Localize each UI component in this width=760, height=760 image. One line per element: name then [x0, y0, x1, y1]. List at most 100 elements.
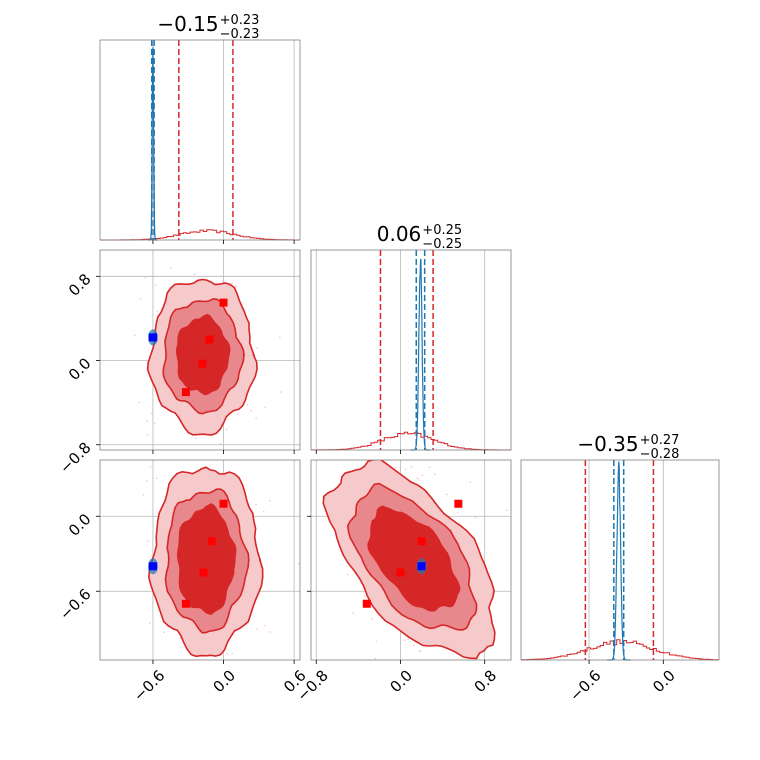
title-minus-3: −0.28 — [640, 447, 680, 462]
scatter-point — [255, 417, 257, 420]
scatter-point — [402, 377, 404, 379]
scatter-point — [172, 429, 174, 431]
scatter-point — [384, 664, 386, 666]
scatter-point — [428, 466, 431, 469]
scatter-point — [371, 618, 373, 620]
scatter-point — [155, 477, 158, 480]
scatter-point — [169, 267, 172, 269]
scatter-point — [381, 446, 383, 448]
pair-frame-3 — [310, 459, 512, 661]
scatter-point — [219, 443, 222, 445]
scatter-point — [385, 361, 387, 363]
marginal-panel-1: −0.15 +0.23−0.23 — [99, 12, 301, 241]
scatter-point — [431, 667, 433, 669]
pair-frame-2 — [99, 459, 301, 661]
scatter-point — [145, 480, 148, 482]
scatter-point — [264, 625, 266, 627]
scatter-point — [236, 412, 239, 415]
scatter-point — [156, 310, 158, 313]
marginal-frame-3 — [520, 459, 720, 661]
y-tick-label-2-2: 0.0 — [65, 354, 95, 384]
title-plus-1: +0.23 — [220, 13, 260, 28]
scatter-point — [418, 479, 420, 481]
scatter-point — [434, 473, 436, 476]
red-square-marker-3 — [199, 568, 208, 577]
blue-square-marker-1 — [148, 562, 157, 571]
scatter-point — [252, 416, 254, 418]
scatter-point — [183, 687, 185, 689]
scatter-point — [404, 468, 407, 471]
scatter-point — [170, 666, 172, 668]
y-tick-label-2-3: 0.8 — [65, 270, 95, 300]
scatter-point — [279, 336, 281, 339]
scatter-point — [154, 284, 157, 286]
scatter-point — [375, 640, 378, 643]
scatter-point — [169, 438, 171, 440]
scatter-point — [407, 638, 410, 641]
red-square-marker-1 — [219, 298, 228, 307]
scatter-point — [505, 509, 508, 512]
red-square-marker-2 — [205, 335, 214, 344]
scatter-point — [246, 404, 249, 406]
scatter-point — [142, 494, 145, 496]
scatter-point — [183, 692, 185, 694]
blue-square-marker-1 — [417, 562, 426, 571]
scatter-point — [410, 465, 413, 468]
x-tick-label-2-3: 0.8 — [471, 666, 501, 696]
contour-level-3 — [176, 503, 237, 615]
title-plus-2: +0.25 — [422, 223, 462, 238]
scatter-point — [256, 628, 258, 630]
scatter-point — [351, 444, 353, 446]
scatter-point — [146, 434, 149, 436]
red-histogram-3 — [521, 639, 720, 661]
scatter-point — [422, 452, 424, 454]
scatter-point — [235, 285, 237, 287]
scatter-point — [216, 454, 218, 456]
blue-histogram-3 — [607, 461, 631, 661]
marginal-title-1: −0.15 — [157, 12, 218, 36]
scatter-point — [255, 503, 257, 506]
scatter-point — [386, 687, 388, 689]
scatter-point — [262, 510, 265, 513]
scatter-point — [144, 277, 147, 279]
title-minus-2: −0.25 — [422, 237, 462, 252]
red-square-marker-2 — [207, 537, 216, 546]
marginal-title-3: −0.35 — [577, 432, 638, 456]
scatter-point — [394, 467, 397, 469]
marginal-frame-2 — [310, 249, 512, 451]
red-histogram-1 — [100, 229, 300, 241]
red-square-marker-4 — [181, 388, 190, 397]
scatter-point — [222, 280, 225, 282]
scatter-point — [347, 573, 349, 576]
blue-square-marker-1 — [148, 333, 157, 342]
blue-histogram-2 — [410, 258, 431, 451]
scatter-point — [193, 273, 196, 275]
x-tick-label-3-2: 0.0 — [649, 666, 679, 696]
x-tick-label-3-1: −0.6 — [566, 666, 604, 704]
y-tick-label-2-1: −0.8 — [56, 439, 94, 477]
scatter-point — [370, 431, 372, 433]
x-tick-label-2-2: 0.0 — [386, 666, 416, 696]
marginal-title-2: 0.06 — [377, 222, 422, 246]
red-square-marker-4 — [181, 599, 190, 608]
scatter-point — [469, 481, 472, 483]
scatter-point — [455, 444, 457, 446]
scatter-point — [220, 275, 223, 277]
marginal-panel-2: 0.06 +0.25−0.25 — [310, 222, 512, 451]
scatter-point — [446, 493, 448, 496]
red-square-marker-2 — [417, 537, 426, 546]
scatter-point — [197, 734, 199, 736]
scatter-point — [163, 631, 166, 634]
scatter-point — [352, 612, 354, 614]
scatter-point — [264, 406, 267, 409]
red-histogram-2 — [311, 431, 511, 451]
pair-panel-3 — [310, 361, 512, 700]
scatter-point — [364, 595, 366, 597]
scatter-point — [153, 422, 156, 425]
scatter-point — [403, 639, 406, 642]
red-square-marker-3 — [396, 568, 405, 577]
scatter-point — [231, 652, 233, 655]
scatter-point — [451, 698, 453, 700]
scatter-point — [459, 415, 461, 417]
scatter-point — [269, 631, 271, 633]
